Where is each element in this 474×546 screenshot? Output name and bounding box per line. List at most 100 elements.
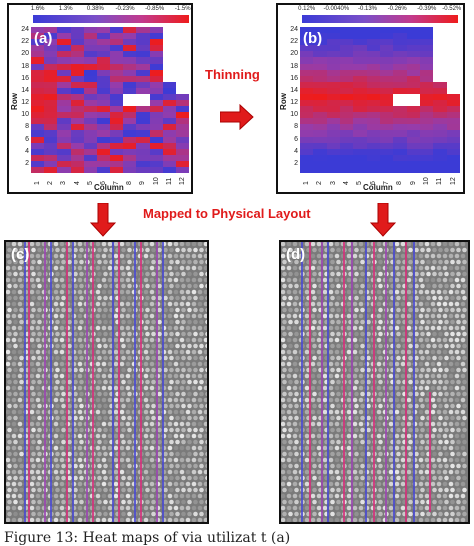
layout-cell	[328, 385, 334, 391]
layout-cell	[281, 505, 286, 511]
layout-cell	[366, 355, 371, 361]
layout-cell	[149, 301, 155, 307]
layout-cell	[420, 367, 425, 373]
layout-cell	[101, 457, 107, 463]
layout-cell	[167, 421, 173, 427]
heatmap-cell	[446, 142, 461, 150]
layout-cell	[13, 511, 18, 517]
layout-cell	[310, 349, 316, 355]
heatmap-cell	[70, 69, 85, 77]
layout-cell	[31, 499, 36, 505]
layout-cell	[185, 505, 191, 511]
layout-cell	[167, 469, 173, 475]
heatmap-cell	[96, 106, 111, 113]
layout-cell	[430, 361, 436, 367]
layout-cell	[119, 289, 125, 295]
via-stripe	[365, 242, 367, 522]
layout-cell	[448, 517, 454, 522]
layout-cell	[59, 325, 65, 331]
layout-cell	[113, 517, 119, 522]
xtick-label: 10	[152, 177, 160, 185]
heatmap-cell	[326, 87, 341, 95]
heatmap-cell	[31, 27, 45, 34]
layout-cell	[462, 487, 467, 493]
heatmap-cell	[326, 69, 341, 77]
layout-cell	[17, 361, 23, 367]
layout-cell	[444, 499, 449, 505]
heatmap-cell	[110, 51, 124, 58]
layout-cell	[205, 475, 207, 481]
layout-cell	[406, 457, 412, 463]
heatmap-cell	[83, 93, 98, 101]
layout-cell	[328, 277, 334, 283]
layout-cell	[330, 391, 335, 397]
ytick-label: 12	[290, 99, 298, 106]
layout-cell	[185, 325, 191, 331]
layout-cell	[330, 475, 335, 481]
layout-cell	[444, 343, 449, 349]
layout-cell	[121, 319, 126, 325]
layout-cell	[334, 277, 340, 283]
layout-cell	[53, 301, 59, 307]
layout-cell	[163, 391, 168, 397]
heatmap-cell	[175, 166, 190, 174]
via-stripe	[44, 242, 46, 522]
layout-cell	[316, 493, 322, 499]
layout-cell	[294, 379, 299, 385]
layout-cell	[358, 469, 364, 475]
layout-cell	[286, 265, 292, 271]
layout-cell	[199, 307, 204, 313]
layout-cell	[169, 391, 174, 397]
layout-cell	[179, 301, 185, 307]
heatmap-cell	[57, 33, 71, 40]
heatmap-cell	[31, 63, 45, 71]
layout-cell	[103, 499, 108, 505]
heatmap-cell	[366, 33, 381, 40]
layout-cell	[281, 337, 286, 343]
layout-cell	[454, 301, 460, 307]
layout-cell	[143, 373, 149, 379]
heatmap-cell	[433, 130, 448, 137]
layout-cell	[432, 403, 437, 409]
ytick-label: 12	[21, 99, 29, 106]
layout-cell	[119, 277, 125, 283]
heatmap-cell	[162, 124, 177, 131]
layout-cell	[432, 331, 437, 337]
layout-cell	[346, 325, 352, 331]
layout-cell	[35, 457, 41, 463]
layout-cell	[119, 301, 125, 307]
layout-cell	[143, 505, 149, 511]
layout-cell	[328, 445, 334, 451]
layout-cell	[376, 277, 382, 283]
layout-cell	[394, 253, 400, 259]
layout-cell	[31, 403, 36, 409]
layout-cell	[456, 451, 461, 457]
layout-cell	[352, 409, 358, 415]
layout-cell	[125, 301, 131, 307]
layout-cell	[107, 433, 113, 439]
layout-cell	[448, 277, 454, 283]
layout-cell	[460, 493, 466, 499]
layout-cell	[95, 397, 101, 403]
heatmap-cell	[366, 130, 381, 137]
layout-cell	[29, 349, 35, 355]
ytick-label: 8	[294, 123, 298, 131]
layout-cell	[396, 403, 401, 409]
layout-cell	[316, 397, 322, 403]
layout-cell	[454, 337, 460, 343]
heatmap-cell	[433, 87, 448, 95]
layout-cell	[107, 289, 113, 295]
layout-cell	[103, 511, 108, 517]
layout-cell	[282, 259, 287, 265]
layout-cell	[205, 331, 207, 337]
heatmap-cell	[313, 130, 328, 137]
layout-cell	[151, 295, 156, 301]
layout-cell	[460, 397, 466, 403]
layout-cell	[185, 469, 191, 475]
layout-cell	[288, 367, 293, 373]
layout-cell	[310, 301, 316, 307]
layout-cell	[334, 242, 340, 247]
layout-cell	[328, 493, 334, 499]
layout-cell	[163, 427, 168, 433]
layout-cell	[35, 409, 41, 415]
